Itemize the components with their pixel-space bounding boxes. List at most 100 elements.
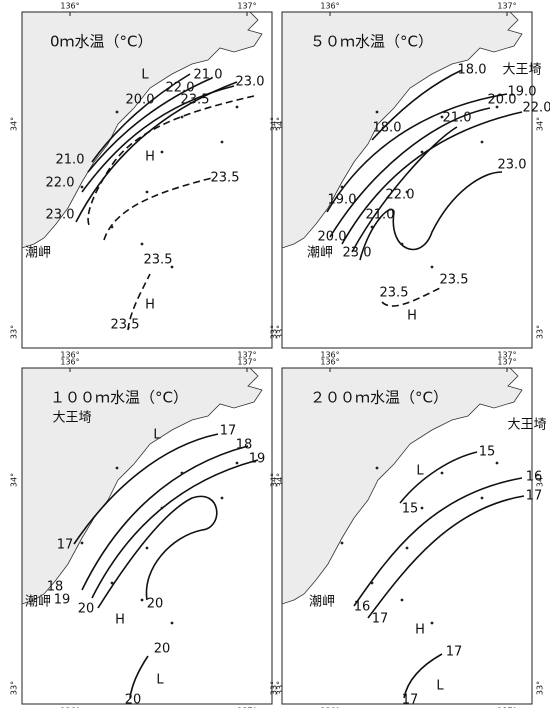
panel-frame <box>21 367 273 705</box>
station <box>430 621 434 625</box>
contour-label: 15 <box>479 445 496 460</box>
lon-tick-label: 137° <box>497 351 516 360</box>
lon-tick-label: 136° <box>60 358 79 367</box>
station <box>440 471 444 475</box>
contour-label: 22.0 <box>523 101 550 116</box>
map-panel: 136°136°137°137°34°34°33°33°１００ｍ水温（°C）大王… <box>10 358 285 708</box>
station <box>160 506 164 510</box>
contour-label: 20.0 <box>318 230 347 245</box>
lat-tick-label: 33° <box>276 325 285 339</box>
contour-label: 20 <box>78 602 95 617</box>
contour-label: 19 <box>249 452 266 467</box>
isotherm <box>353 477 523 607</box>
lon-tick-label: 136° <box>60 351 79 360</box>
isotherm <box>87 95 255 228</box>
contour-label: 大王埼 <box>502 63 541 78</box>
isotherm <box>91 459 259 599</box>
lat-tick-label: 33° <box>270 325 279 339</box>
station <box>115 110 119 114</box>
contour-label: 22.0 <box>166 81 195 96</box>
station <box>440 115 444 119</box>
station <box>430 265 434 269</box>
lat-tick-label: 34° <box>276 473 285 487</box>
station <box>140 598 144 602</box>
isotherm <box>127 273 151 331</box>
lon-tick-label: 136° <box>320 2 339 11</box>
station <box>235 105 239 109</box>
lon-tick-label: 137° <box>237 707 256 708</box>
contour-label: 16 <box>526 470 543 485</box>
contour-label: 18.0 <box>373 121 402 136</box>
station <box>495 105 499 109</box>
station <box>220 140 224 144</box>
station <box>170 621 174 625</box>
lon-tick-label: 137° <box>237 351 256 360</box>
panel-title: 0ｍ水温（°C） <box>50 33 153 51</box>
contour-label: 大王埼 <box>507 418 546 433</box>
isotherm <box>103 177 213 241</box>
isotherm <box>329 107 491 238</box>
contour-label: 潮岬 <box>25 595 51 610</box>
contour-label: 19.0 <box>328 193 357 208</box>
lat-tick-label: 33° <box>10 325 19 339</box>
station <box>480 140 484 144</box>
contour-label: 23.0 <box>498 158 527 173</box>
contour-label: 23.5 <box>111 318 140 333</box>
station <box>170 265 174 269</box>
contour-label: 潮岬 <box>307 246 333 261</box>
contour-label: 21.0 <box>366 208 395 223</box>
isotherm <box>367 495 525 619</box>
contour-label: 23.5 <box>440 273 469 288</box>
contour-label: L <box>141 68 149 83</box>
contour-label: L <box>156 673 164 688</box>
lat-tick-label: 33° <box>276 681 285 695</box>
contour-label: 17 <box>446 645 463 660</box>
lat-tick-label: 34° <box>536 473 545 487</box>
contour-label: L <box>416 464 424 479</box>
station <box>420 150 424 154</box>
lon-tick-label: 137° <box>237 358 256 367</box>
isotherm <box>97 495 218 609</box>
station <box>375 110 379 114</box>
station <box>370 225 374 229</box>
contour-label: 21.0 <box>194 68 223 83</box>
station <box>160 150 164 154</box>
contour-label: 17 <box>372 612 389 627</box>
station <box>375 466 379 470</box>
contour-label: 21.0 <box>443 111 472 126</box>
contour-label: 15 <box>402 502 419 517</box>
contour-label: 19.0 <box>508 85 537 100</box>
lat-tick-label: 33° <box>536 681 545 695</box>
contour-label: L <box>153 428 161 443</box>
station <box>235 461 239 465</box>
lat-tick-label: 33° <box>10 681 19 695</box>
contour-label: 大王埼 <box>52 411 91 426</box>
isotherm <box>403 653 443 699</box>
contour-label: H <box>115 613 125 628</box>
contour-label: 19 <box>54 593 71 608</box>
station <box>180 471 184 475</box>
panel-frame <box>281 367 533 705</box>
contour-label: L <box>436 679 444 694</box>
contour-label: 23.5 <box>380 286 409 301</box>
contour-label: 17 <box>402 693 419 708</box>
contour-label: 20 <box>125 693 142 708</box>
contour-label: 23.0 <box>343 246 372 261</box>
station <box>145 546 149 550</box>
station <box>495 461 499 465</box>
map-panel: 136°136°137°137°34° 34°33° 33°0ｍ水温（°C）L 21.… <box>10 2 285 360</box>
lon-tick-label: 136° <box>320 351 339 360</box>
isotherm <box>87 77 213 173</box>
lat-tick-label: 34° <box>270 117 279 131</box>
lat-tick-label: 34° <box>276 117 285 131</box>
isotherm <box>381 286 443 307</box>
contour-label: 21.0 <box>56 153 85 168</box>
contour-label: 17 <box>526 489 543 504</box>
contour-label: 23.0 <box>236 75 265 90</box>
station <box>140 242 144 246</box>
contour-label: 潮岬 <box>25 246 51 261</box>
contour-label: 17 <box>57 538 74 553</box>
map-panel: 136°136°137°137°34° 34°33° 33°５０ｍ水温（°C）18.… <box>270 2 550 360</box>
lat-tick-label: 34° <box>10 117 19 131</box>
